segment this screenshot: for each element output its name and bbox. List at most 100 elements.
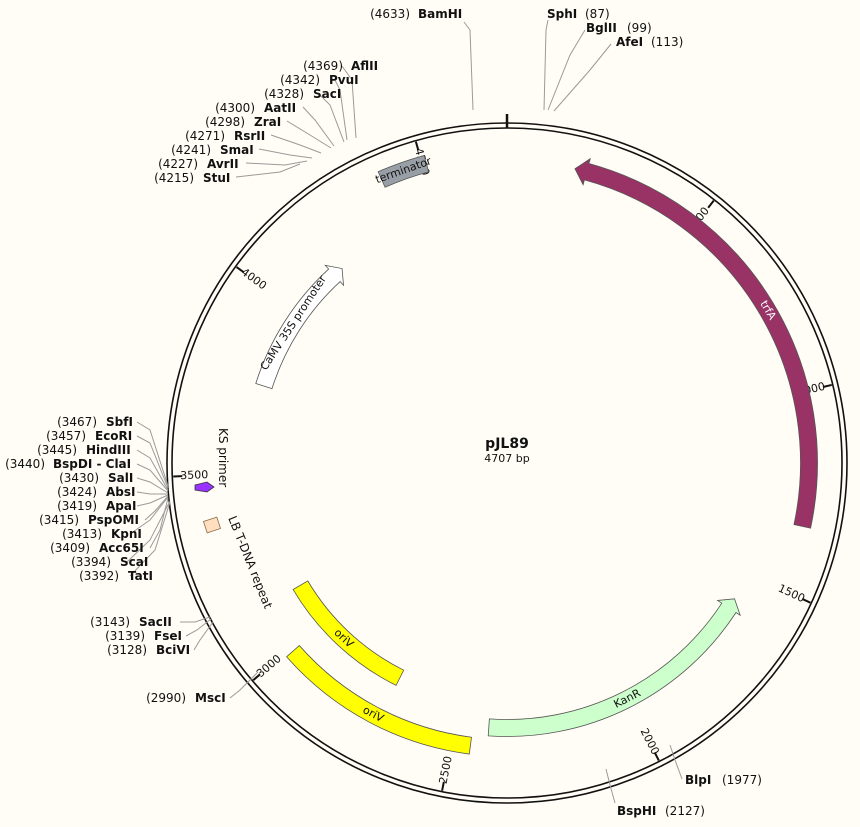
site-zrai[interactable]: ZraI	[254, 115, 281, 129]
site-aatii[interactable]: AatII	[264, 101, 296, 115]
lb-repeat-label: LB T-DNA repeat	[225, 514, 275, 611]
tick-label-1500: 1500	[776, 582, 807, 606]
site-sbfi[interactable]: SbfI	[106, 415, 133, 429]
site-fsei[interactable]: FseI	[154, 629, 182, 643]
tick-label-3500: 3500	[180, 468, 209, 482]
tick-3000	[252, 673, 261, 681]
feature-trfA[interactable]: trfA	[574, 157, 818, 529]
site-apai[interactable]: ApaI	[106, 499, 136, 513]
site-smai[interactable]: SmaI	[220, 143, 254, 157]
svg-text:(4369): (4369)	[303, 59, 343, 73]
svg-text:(4633): (4633)	[370, 7, 410, 21]
site-scai[interactable]: ScaI	[120, 555, 148, 569]
svg-text:(1977): (1977)	[722, 773, 762, 787]
site-msci[interactable]: MscI	[195, 691, 226, 705]
tick-label-2500: 2500	[437, 755, 455, 785]
site-leaders	[126, 19, 683, 804]
site-avrii[interactable]: AvrII	[207, 157, 239, 171]
ks-primer-feature[interactable]: KS primer	[194, 428, 230, 493]
site-sphi[interactable]: SphI	[547, 7, 577, 21]
feature-oriv2-arrow	[292, 580, 405, 686]
tick-4000	[235, 266, 245, 274]
svg-text:(3394): (3394)	[71, 555, 111, 569]
site-rsrii[interactable]: RsrII	[234, 129, 265, 143]
tick-label-4000: 4000	[239, 265, 269, 292]
svg-text:(4300): (4300)	[215, 101, 255, 115]
svg-text:(87): (87)	[585, 7, 610, 21]
site-sali[interactable]: SalI	[108, 471, 133, 485]
feature-trfA-arrow	[574, 157, 818, 529]
tick-2000	[653, 752, 660, 761]
plasmid-size: 4707 bp	[484, 452, 529, 465]
site-psp-omi[interactable]: PspOMI	[88, 513, 139, 527]
svg-text:(2127): (2127)	[665, 804, 705, 818]
tick-label-3000: 3000	[254, 652, 284, 680]
site-afei[interactable]: AfeI	[616, 35, 643, 49]
svg-text:(3143): (3143)	[90, 615, 130, 629]
tick-marks: 50010001500200025003000350040004500	[173, 141, 832, 791]
plasmid-name: pJL89	[485, 436, 529, 452]
svg-text:(113): (113)	[651, 35, 683, 49]
svg-text:(3413): (3413)	[62, 527, 102, 541]
feature-term-arrow	[377, 154, 430, 188]
feature-term[interactable]: terminator	[374, 154, 434, 188]
tick-4500	[414, 141, 420, 151]
site-bcivi[interactable]: BciVI	[156, 643, 190, 657]
site-ecori[interactable]: EcoRI	[95, 429, 132, 443]
lb-repeat-feature[interactable]: LB T-DNA repeat	[202, 514, 275, 611]
svg-text:(4271): (4271)	[185, 129, 225, 143]
svg-text:(4241): (4241)	[171, 143, 211, 157]
tick-label-2000: 2000	[638, 726, 662, 757]
tick-1500	[801, 598, 811, 604]
svg-text:(3392): (3392)	[79, 569, 119, 583]
ks-primer-arrow	[194, 481, 215, 493]
ks-primer-label: KS primer	[216, 428, 230, 487]
svg-text:(3467): (3467)	[57, 415, 97, 429]
svg-text:(3415): (3415)	[39, 513, 79, 527]
svg-text:(3409): (3409)	[50, 541, 90, 555]
tick-2500	[441, 781, 445, 791]
site-labels: (4633) BamHI SphI (87) BglII (99) AfeI (…	[5, 7, 762, 818]
svg-text:(3430): (3430)	[59, 471, 99, 485]
tick-1000	[822, 383, 832, 389]
svg-text:(4328): (4328)	[264, 87, 304, 101]
feature-oriv1-arrow	[286, 644, 472, 755]
svg-text:(3139): (3139)	[105, 629, 145, 643]
site-tati[interactable]: TatI	[128, 569, 153, 583]
feature-oriv1[interactable]: oriV	[286, 644, 472, 755]
feature-kanr-arrow	[487, 598, 741, 737]
site-sacii[interactable]: SacII	[139, 615, 172, 629]
site-bspdi-clai[interactable]: BspDI - ClaI	[53, 457, 131, 471]
site-absi[interactable]: AbsI	[106, 485, 135, 499]
feature-camv-label: CaMV 35S promoter	[258, 273, 330, 373]
svg-text:(3419): (3419)	[57, 499, 97, 513]
feature-camv-arrow	[255, 264, 345, 390]
site-bglii[interactable]: BglII	[586, 21, 617, 35]
svg-text:(99): (99)	[627, 21, 652, 35]
site-blpi[interactable]: BlpI	[685, 773, 711, 787]
svg-text:(2990): (2990)	[146, 691, 186, 705]
site-kpni[interactable]: KpnI	[111, 527, 142, 541]
svg-text:(3457): (3457)	[46, 429, 86, 443]
site-stui[interactable]: StuI	[203, 171, 230, 185]
svg-text:(4227): (4227)	[158, 157, 198, 171]
svg-text:(3128): (3128)	[107, 643, 147, 657]
site-bsphi[interactable]: BspHI	[617, 804, 656, 818]
svg-text:(4215): (4215)	[154, 171, 194, 185]
svg-text:(3445): (3445)	[37, 443, 77, 457]
tick-500	[707, 200, 715, 209]
feature-camv[interactable]: CaMV 35S promoter	[255, 264, 345, 390]
svg-text:(3440): (3440)	[5, 457, 45, 471]
lb-repeat-box	[202, 516, 222, 534]
site-saci[interactable]: SacI	[313, 87, 341, 101]
site-acc65i[interactable]: Acc65I	[99, 541, 144, 555]
svg-text:(4298): (4298)	[205, 115, 245, 129]
site-aflii[interactable]: AflII	[351, 59, 378, 73]
svg-text:(3424): (3424)	[57, 485, 97, 499]
feature-kanr[interactable]: KanR	[487, 598, 741, 737]
site-bamhi[interactable]: BamHI	[418, 7, 462, 21]
site-pvui[interactable]: PvuI	[329, 73, 359, 87]
site-hindiii[interactable]: HindIII	[86, 443, 131, 457]
